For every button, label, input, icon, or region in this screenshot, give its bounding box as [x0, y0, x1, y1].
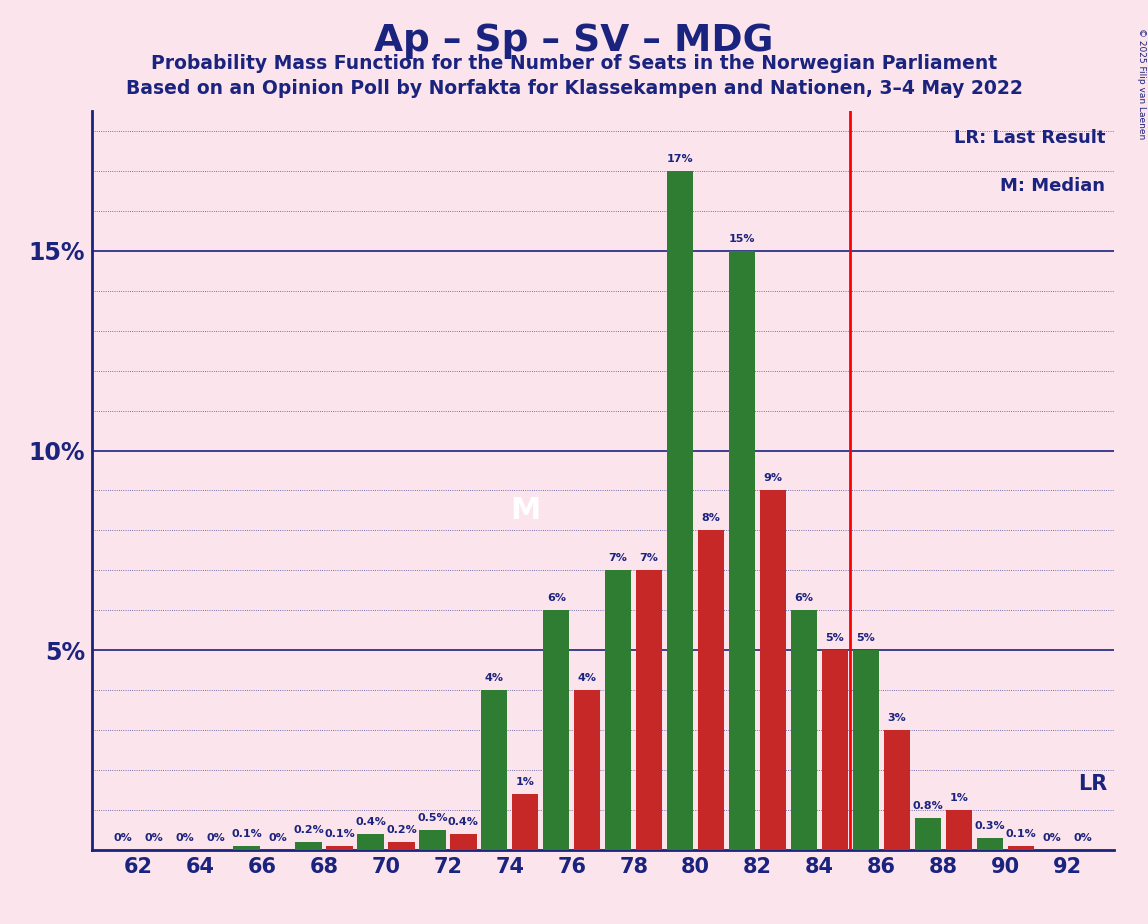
- Text: 4%: 4%: [577, 673, 597, 683]
- Bar: [946, 810, 972, 850]
- Text: 0.1%: 0.1%: [231, 829, 262, 839]
- Bar: [326, 846, 352, 850]
- Bar: [915, 818, 941, 850]
- Text: 0.2%: 0.2%: [386, 825, 417, 835]
- Text: 0.8%: 0.8%: [913, 801, 944, 811]
- Text: 0.1%: 0.1%: [1006, 829, 1035, 839]
- Text: 0.4%: 0.4%: [448, 817, 479, 827]
- Bar: [543, 611, 569, 850]
- Bar: [729, 250, 755, 850]
- Text: 0.2%: 0.2%: [293, 825, 324, 835]
- Bar: [450, 834, 476, 850]
- Text: 0%: 0%: [176, 833, 194, 843]
- Bar: [977, 838, 1003, 850]
- Bar: [698, 530, 724, 850]
- Text: M: Median: M: Median: [1000, 177, 1106, 195]
- Bar: [822, 650, 848, 850]
- Bar: [853, 650, 879, 850]
- Text: 8%: 8%: [701, 513, 721, 523]
- Text: LR: Last Result: LR: Last Result: [954, 129, 1106, 147]
- Bar: [419, 830, 445, 850]
- Text: 15%: 15%: [729, 234, 755, 244]
- Text: Based on an Opinion Poll by Norfakta for Klassekampen and Nationen, 3–4 May 2022: Based on an Opinion Poll by Norfakta for…: [125, 79, 1023, 98]
- Bar: [295, 842, 321, 850]
- Bar: [760, 491, 786, 850]
- Bar: [791, 611, 817, 850]
- Text: 6%: 6%: [794, 593, 814, 603]
- Bar: [233, 846, 259, 850]
- Text: 0%: 0%: [207, 833, 225, 843]
- Text: 0%: 0%: [269, 833, 287, 843]
- Text: 1%: 1%: [949, 793, 968, 803]
- Bar: [481, 690, 507, 850]
- Text: M: M: [510, 496, 541, 525]
- Bar: [357, 834, 383, 850]
- Text: 17%: 17%: [667, 153, 693, 164]
- Bar: [574, 690, 600, 850]
- Text: 1%: 1%: [515, 777, 535, 787]
- Text: 7%: 7%: [639, 553, 659, 564]
- Text: 0.5%: 0.5%: [417, 813, 448, 823]
- Text: 0%: 0%: [1042, 833, 1061, 843]
- Text: © 2025 Filip van Laenen: © 2025 Filip van Laenen: [1137, 28, 1146, 139]
- Bar: [605, 570, 631, 850]
- Text: 0.3%: 0.3%: [975, 821, 1004, 831]
- Text: 6%: 6%: [546, 593, 566, 603]
- Text: 0%: 0%: [1073, 833, 1092, 843]
- Bar: [667, 171, 693, 850]
- Text: 5%: 5%: [825, 633, 844, 643]
- Bar: [388, 842, 414, 850]
- Text: 0.4%: 0.4%: [355, 817, 386, 827]
- Bar: [884, 730, 910, 850]
- Text: Probability Mass Function for the Number of Seats in the Norwegian Parliament: Probability Mass Function for the Number…: [150, 54, 998, 73]
- Text: 4%: 4%: [484, 673, 504, 683]
- Text: 9%: 9%: [763, 473, 783, 483]
- Text: 0.1%: 0.1%: [324, 829, 355, 839]
- Text: 0%: 0%: [114, 833, 132, 843]
- Text: 7%: 7%: [608, 553, 628, 564]
- Text: LR: LR: [1078, 774, 1108, 794]
- Text: 5%: 5%: [856, 633, 875, 643]
- Text: 0%: 0%: [145, 833, 163, 843]
- Text: 3%: 3%: [887, 713, 906, 723]
- Bar: [512, 794, 538, 850]
- Text: Ap – Sp – SV – MDG: Ap – Sp – SV – MDG: [374, 23, 774, 59]
- Bar: [1008, 846, 1034, 850]
- Bar: [636, 570, 662, 850]
